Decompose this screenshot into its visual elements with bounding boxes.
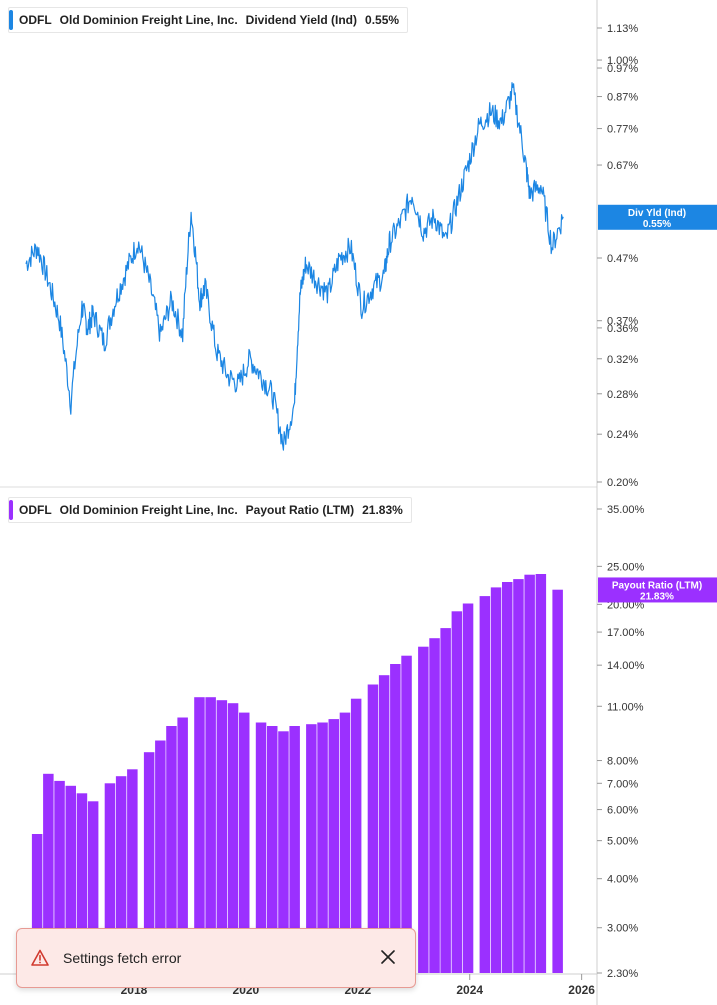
warning-triangle-icon [31,949,49,966]
y-tick-label: 0.87% [607,92,638,104]
payout-bar [479,596,491,973]
payout-bar [339,712,351,973]
payout-bar [367,684,379,973]
legend-company: Old Dominion Freight Line, Inc. [59,13,238,27]
x-tick-label: 2026 [568,983,595,997]
payout-bar [127,769,138,973]
payout-bar [390,664,401,973]
payout-bar [278,731,289,973]
payout-ratio-legend[interactable]: ODFL Old Dominion Freight Line, Inc. Pay… [8,497,412,523]
dividend-yield-line [25,82,564,451]
y-tick-label: 0.20% [607,477,638,489]
payout-bar [451,611,463,973]
payout-bar [194,697,205,973]
payout-bar [440,628,451,973]
dividend-yield-chart [25,82,564,451]
toast-message: Settings fetch error [63,950,182,966]
y-tick-label: 0.77% [607,124,638,136]
payout-ratio-chart [31,574,563,973]
payout-bar [552,589,563,973]
legend-metric: Payout Ratio (LTM) [245,503,355,517]
payout-bar [87,801,99,973]
payout-bar [255,722,267,973]
legend-ticker: ODFL [19,13,52,27]
legend-metric: Dividend Yield (Ind) [245,13,358,27]
series-color-swatch [9,500,13,520]
y-tick-label: 0.28% [607,389,638,401]
payout-bar [216,700,228,973]
current-value-tag [598,204,717,230]
y-tick-label: 8.00% [607,756,638,768]
y-tick-label: 0.67% [607,160,638,172]
payout-bar [350,698,362,973]
payout-bar [267,726,278,973]
y-tick-label: 3.00% [607,923,638,935]
payout-bar [490,587,502,973]
y-tick-label: 5.00% [607,836,638,848]
close-icon[interactable] [379,948,397,966]
payout-bar [143,752,155,973]
payout-bar [429,638,440,973]
legend-value: 21.83% [362,503,403,517]
y-tick-label: 0.47% [607,253,638,265]
payout-bar [289,726,300,973]
y-tick-label: 14.00% [607,660,645,672]
y-tick-label: 35.00% [607,504,645,516]
current-value-tag-label: Payout Ratio (LTM) [612,580,702,591]
payout-bar [155,740,166,973]
y-tick-label: 0.37% [607,316,638,328]
payout-bar [239,712,250,973]
y-tick-label: 6.00% [607,805,638,817]
payout-bar [205,697,216,973]
y-tick-label: 11.00% [607,701,644,713]
payout-bar [306,724,317,973]
payout-bar [31,834,43,973]
error-toast: Settings fetch error [16,928,416,988]
payout-bar [166,726,177,973]
legend-company: Old Dominion Freight Line, Inc. [59,503,238,517]
payout-bar [524,574,535,973]
y-tick-label: 17.00% [607,627,645,639]
y-tick-label: 1.13% [607,23,638,35]
current-value-tag-label: Div Yld (Ind) [628,208,686,219]
payout-bar [513,579,524,973]
y-tick-label: 0.32% [607,354,638,366]
y-tick-label: 0.24% [607,429,638,441]
payout-bar [43,773,54,973]
y-tick-label: 0.97% [607,63,638,75]
current-value-tag-value: 21.83% [640,591,674,602]
payout-bar [378,675,390,973]
payout-bar [104,783,116,973]
payout-bar [54,780,65,973]
y-tick-label: 25.00% [607,561,645,573]
payout-bar [65,785,76,973]
payout-bar [227,703,239,973]
y-tick-label: 4.00% [607,874,638,886]
payout-bar [535,574,547,973]
y-tick-label: 0.36% [607,323,638,335]
legend-value: 0.55% [365,13,400,27]
payout-bar [177,717,188,973]
current-value-tag [598,577,717,603]
x-tick-label: 2024 [456,983,483,997]
payout-bar [317,722,328,973]
payout-bar [115,776,127,973]
y-tick-label: 2.30% [607,968,638,980]
y-tick-label: 1.00% [607,55,638,67]
legend-ticker: ODFL [19,503,52,517]
payout-bar [401,655,412,973]
payout-bar [502,582,513,973]
current-value-tag-value: 0.55% [643,219,671,230]
payout-bar [418,646,429,973]
y-tick-label: 7.00% [607,778,638,790]
dividend-yield-legend[interactable]: ODFL Old Dominion Freight Line, Inc. Div… [8,7,409,33]
payout-bar [76,793,88,973]
payout-bar [462,603,474,973]
series-color-swatch [9,10,13,30]
payout-bar [328,719,339,973]
